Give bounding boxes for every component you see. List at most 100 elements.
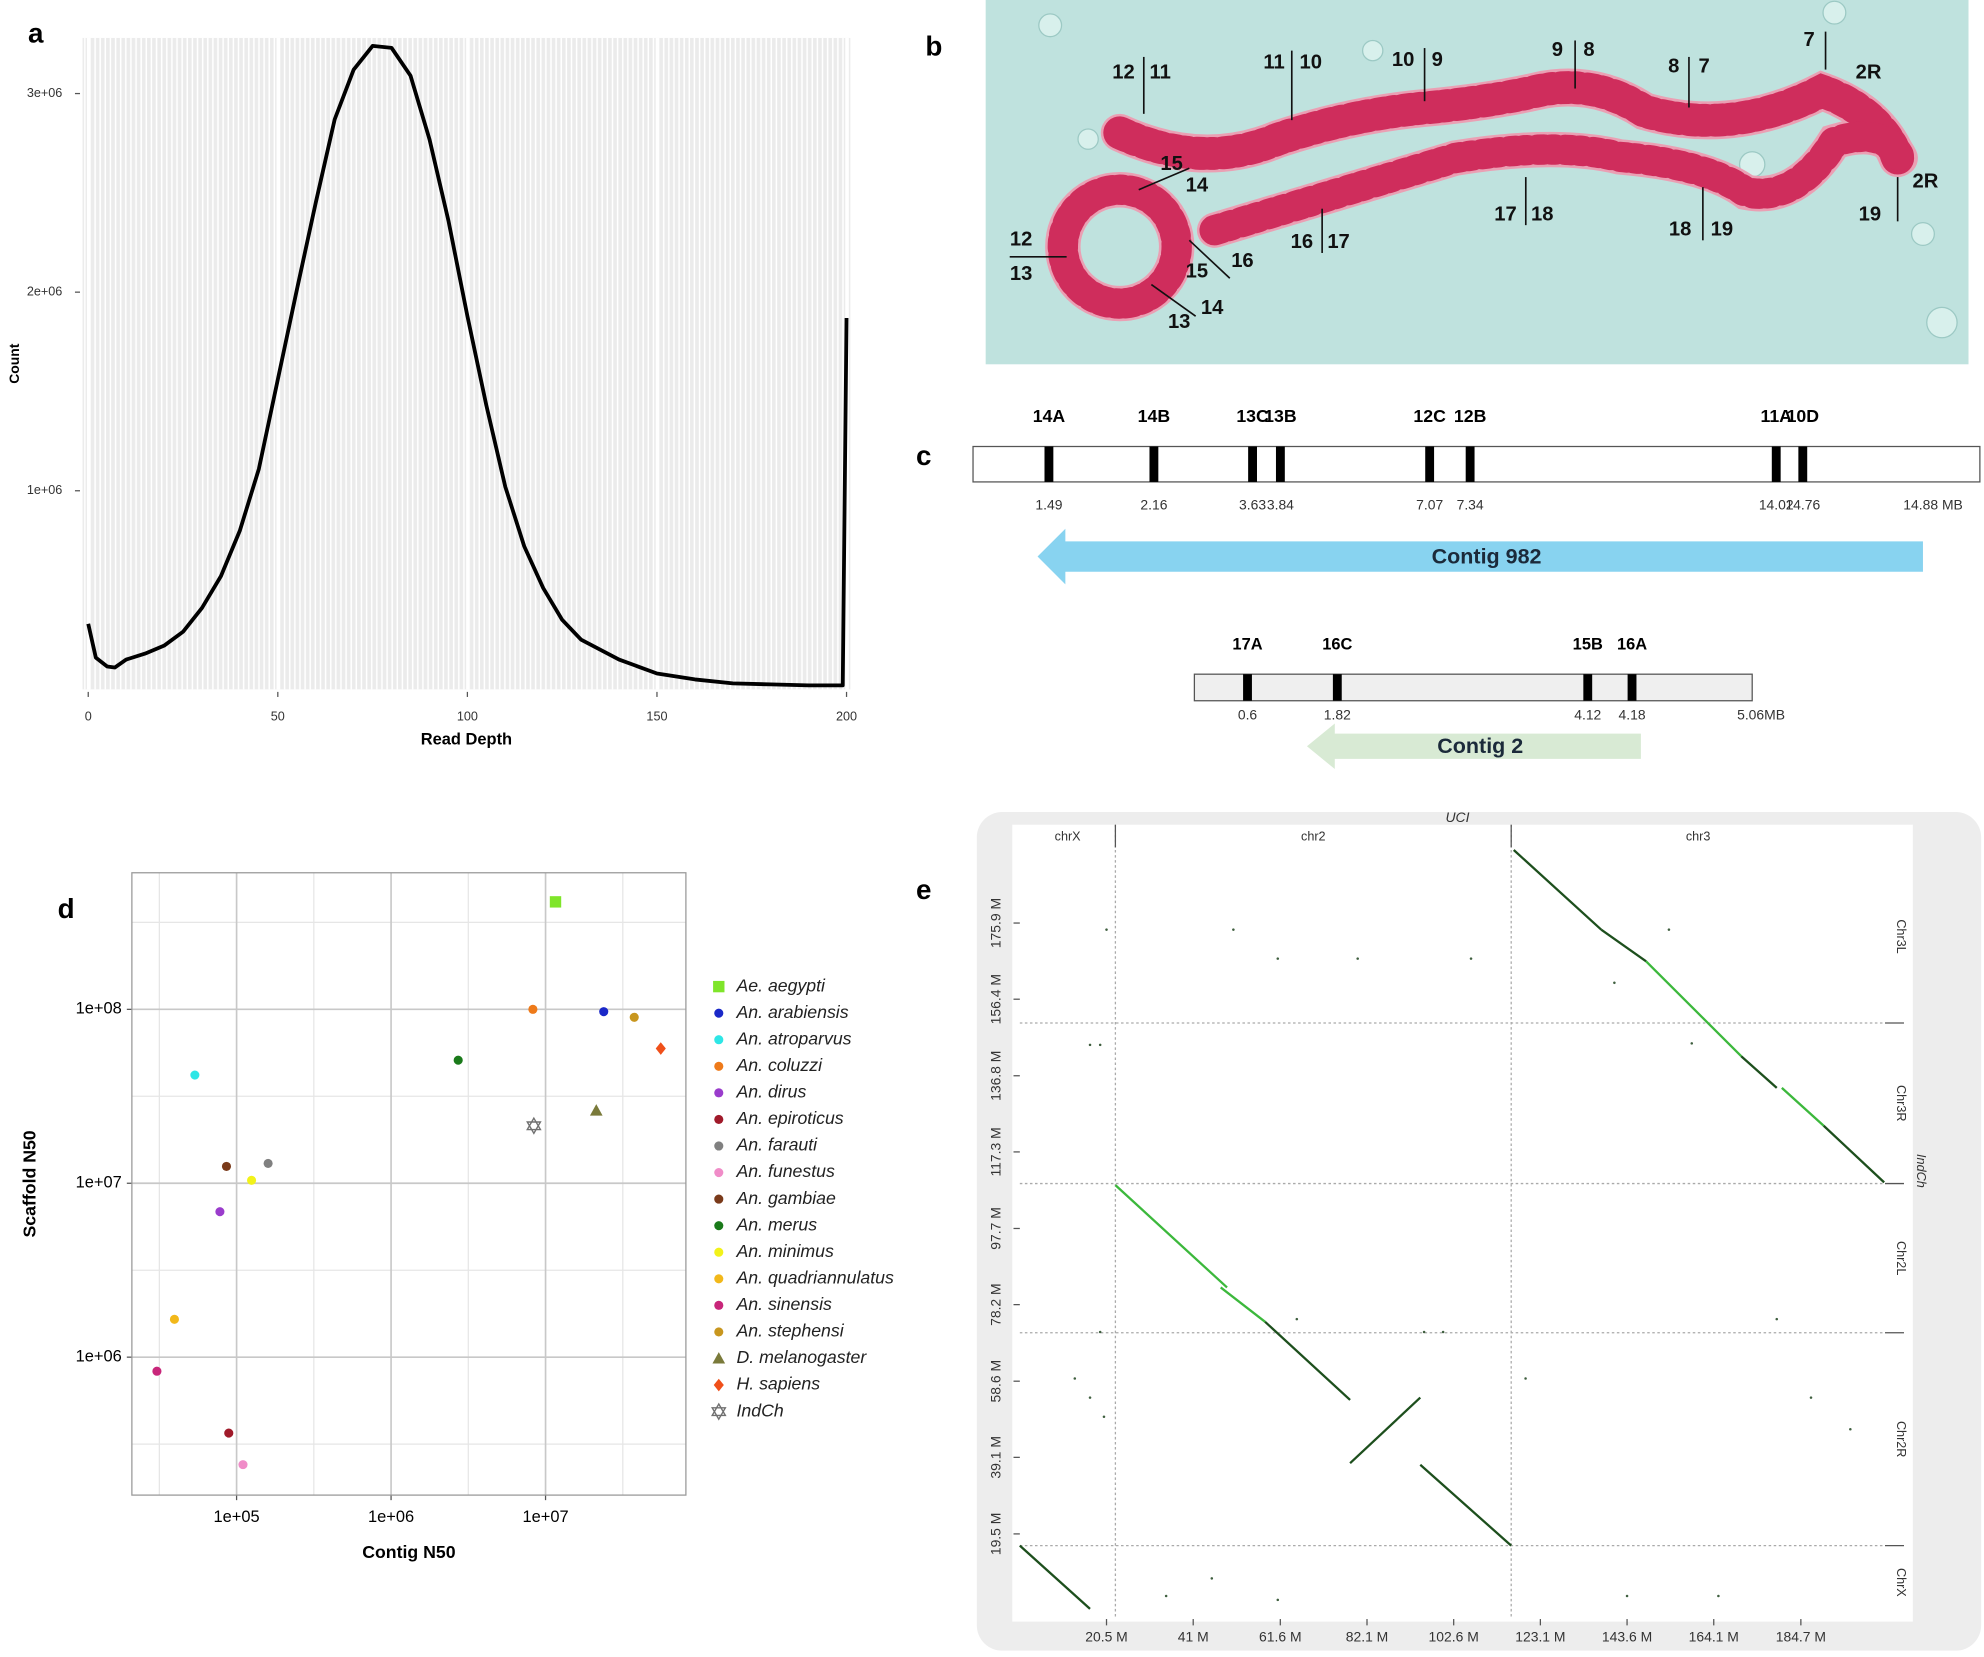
alignment-dot bbox=[1667, 928, 1671, 931]
alignment-segment bbox=[1349, 1396, 1422, 1465]
marker bbox=[526, 1116, 542, 1135]
band-position: 7.34 bbox=[1457, 497, 1484, 513]
band-label: 15 bbox=[1160, 153, 1182, 175]
alignment-segment bbox=[1645, 960, 1743, 1058]
band-label: 19 bbox=[1711, 219, 1734, 241]
y-tick-label: 19.5 M bbox=[988, 1513, 1004, 1556]
band-name: 17A bbox=[1232, 635, 1262, 653]
alignment-dot bbox=[1613, 981, 1616, 985]
band-label: 2R bbox=[1913, 170, 1939, 192]
x-tick-label: 200 bbox=[836, 710, 857, 724]
panel-letter: b bbox=[925, 30, 942, 61]
x-tick-label: 20.5 M bbox=[1085, 1629, 1128, 1645]
y-tick-label: 1e+06 bbox=[27, 483, 62, 497]
marker bbox=[221, 1161, 232, 1171]
band bbox=[1149, 446, 1159, 482]
band-name: 12C bbox=[1413, 406, 1446, 426]
marker bbox=[238, 1460, 248, 1470]
marker bbox=[549, 896, 562, 908]
band bbox=[1275, 446, 1285, 482]
row-label: ChrX bbox=[1894, 1568, 1908, 1597]
legend-marker bbox=[714, 1167, 724, 1178]
alignment-dot bbox=[1088, 1396, 1092, 1399]
x-tick-label: 1e+06 bbox=[368, 1508, 414, 1526]
legend-marker bbox=[714, 1035, 724, 1045]
legend-marker bbox=[714, 1141, 724, 1151]
alignment-segment bbox=[1264, 1320, 1351, 1401]
band-label: 12 bbox=[1010, 229, 1033, 251]
x-tick-label: 82.1 M bbox=[1346, 1629, 1389, 1645]
chart-title: UCI bbox=[1446, 809, 1470, 825]
marker bbox=[263, 1158, 273, 1168]
y-tick-label: 1e+06 bbox=[76, 1348, 122, 1366]
band-position: 7.07 bbox=[1416, 497, 1443, 513]
y-tick-label: 1e+08 bbox=[76, 1000, 122, 1018]
band-label: 13 bbox=[1010, 263, 1033, 285]
row-axis-label: IndCh bbox=[1914, 1154, 1928, 1188]
alignment-dot bbox=[1073, 1377, 1077, 1380]
band-name: 16C bbox=[1322, 635, 1352, 653]
row-label: Chr2L bbox=[1894, 1241, 1908, 1275]
legend-marker bbox=[714, 1247, 724, 1257]
legend-label: An. epiroticus bbox=[735, 1108, 843, 1128]
band-name: 15B bbox=[1573, 635, 1603, 653]
x-tick-label: 143.6 M bbox=[1602, 1629, 1652, 1645]
band-position: 4.18 bbox=[1618, 707, 1645, 723]
marker bbox=[655, 1042, 666, 1055]
alignment-dot bbox=[1524, 1377, 1527, 1380]
dotplot-frame bbox=[976, 812, 1982, 1651]
band-name: 11A bbox=[1760, 406, 1792, 426]
x-axis-label: Read Depth bbox=[421, 730, 512, 748]
y-tick-label: 39.1 M bbox=[988, 1436, 1004, 1479]
band-name: 14A bbox=[1033, 406, 1066, 426]
legend-label: An. quadriannulatus bbox=[735, 1267, 893, 1287]
y-tick-label: 58.6 M bbox=[988, 1360, 1004, 1403]
alignment-segment bbox=[1114, 1184, 1228, 1289]
band-label: 11 bbox=[1150, 62, 1171, 84]
x-tick-label: 50 bbox=[271, 710, 285, 724]
alignment-dot bbox=[1809, 1396, 1813, 1399]
alignment-segment bbox=[1740, 1055, 1778, 1089]
legend-label: An. arabiensis bbox=[735, 1002, 848, 1022]
alignment-dot bbox=[1690, 1042, 1694, 1045]
x-tick-label: 0 bbox=[85, 710, 92, 724]
legend-label: An. stephensi bbox=[735, 1321, 844, 1341]
band-label: 13 bbox=[1168, 311, 1190, 333]
band bbox=[1248, 446, 1257, 482]
y-tick-label: 3e+06 bbox=[27, 86, 62, 100]
band-position: 14.76 bbox=[1785, 497, 1820, 513]
band bbox=[1627, 674, 1637, 701]
row-label: Chr2R bbox=[1894, 1421, 1908, 1457]
alignment-segment bbox=[1019, 1544, 1091, 1610]
legend-label: Ae. aegypti bbox=[735, 975, 826, 995]
alignment-dot bbox=[1098, 1330, 1102, 1334]
band-label: 11 bbox=[1263, 52, 1284, 74]
legend-marker bbox=[712, 1352, 726, 1364]
band-name: 16A bbox=[1617, 635, 1647, 653]
legend-marker bbox=[714, 1300, 724, 1310]
x-tick-label: 102.6 M bbox=[1429, 1629, 1479, 1645]
y-axis-label: Count bbox=[6, 343, 22, 384]
legend-label: D. melanogaster bbox=[736, 1347, 867, 1367]
band bbox=[1583, 674, 1593, 701]
alignment-segment bbox=[1512, 849, 1603, 931]
marker bbox=[589, 1104, 603, 1116]
x-tick-label: 150 bbox=[646, 710, 667, 724]
alignment-dot bbox=[1422, 1330, 1426, 1334]
band-label: 14 bbox=[1186, 174, 1209, 196]
band bbox=[1044, 446, 1054, 482]
y-tick-label: 97.7 M bbox=[988, 1207, 1004, 1250]
band-label: 2R bbox=[1856, 62, 1882, 84]
band-label: 16 bbox=[1291, 231, 1313, 253]
band bbox=[1332, 674, 1342, 701]
legend-marker bbox=[714, 1114, 724, 1124]
band bbox=[1243, 674, 1252, 701]
band-label: 17 bbox=[1494, 203, 1517, 225]
marker bbox=[224, 1428, 234, 1438]
band-label: 14 bbox=[1201, 297, 1224, 319]
y-axis-label: Scaffold N50 bbox=[19, 1130, 39, 1237]
column-label: chr2 bbox=[1301, 830, 1326, 844]
contig-name: Contig 2 bbox=[1437, 734, 1523, 758]
panel-letter: c bbox=[916, 440, 931, 471]
